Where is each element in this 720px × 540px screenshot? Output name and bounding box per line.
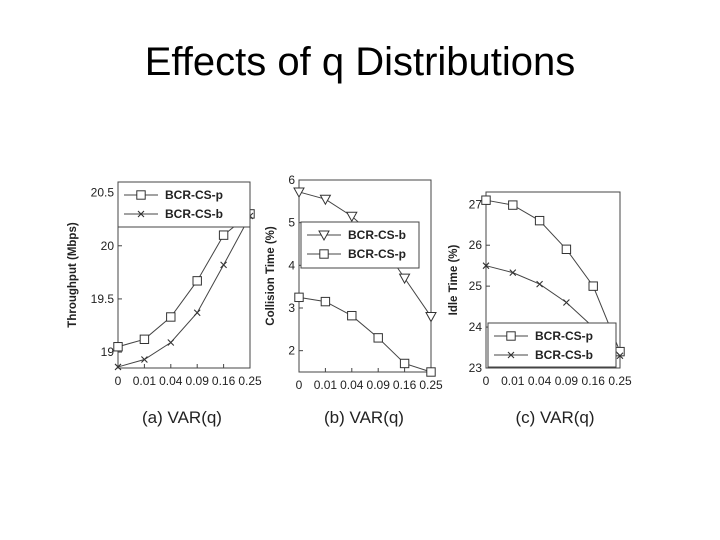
y-tick-label: 6	[288, 173, 295, 187]
y-tick-label: 4	[288, 258, 295, 272]
y-tick-label: 25	[469, 279, 483, 293]
data-point	[481, 195, 491, 205]
data-point	[345, 211, 358, 223]
legend-entry: BCR-CS-b	[348, 228, 406, 242]
x-tick-label: 0.16	[582, 374, 606, 388]
legend-marker	[136, 190, 146, 200]
data-point	[193, 309, 201, 317]
legend-box	[300, 221, 420, 269]
y-tick-label: 3	[288, 301, 295, 315]
data-point	[373, 333, 383, 343]
x-tick-label: 0.09	[367, 378, 391, 392]
data-point	[426, 367, 436, 377]
y-tick-label: 23	[469, 361, 483, 375]
legend-entry: BCR-CS-b	[535, 348, 593, 362]
x-tick-label: 0.25	[238, 374, 262, 388]
data-point	[167, 339, 175, 346]
y-tick-label: 19	[101, 345, 115, 359]
y-axis-label: Collision Time (%)	[265, 226, 277, 326]
data-point	[141, 356, 148, 363]
data-point	[220, 261, 227, 269]
data-point	[588, 281, 598, 291]
legend-entry: BCR-CS-b	[165, 207, 223, 221]
x-tick-label: 0.04	[159, 374, 183, 388]
data-point	[508, 200, 518, 210]
x-axis-label: (c) VAR(q)	[515, 408, 594, 427]
data-point	[398, 273, 411, 285]
x-tick-label: 0.25	[419, 378, 443, 392]
x-tick-label: 0.16	[212, 374, 236, 388]
plot-frame	[298, 179, 432, 373]
x-tick-label: 0.04	[340, 378, 364, 392]
data-point	[293, 187, 305, 198]
data-point	[563, 299, 570, 306]
x-tick-label: 0	[483, 374, 490, 388]
legend-box	[487, 322, 617, 368]
y-tick-label: 2	[288, 344, 295, 358]
series-line-bcr-cs-p	[117, 213, 251, 348]
data-point	[536, 280, 543, 288]
data-point	[294, 292, 304, 303]
y-axis-label: Idle Time (%)	[448, 244, 460, 315]
y-tick-label: 19.5	[91, 292, 115, 306]
plot-frame	[485, 191, 621, 369]
data-point	[561, 244, 572, 255]
data-point	[218, 230, 229, 240]
data-point	[113, 342, 123, 352]
data-point	[399, 358, 410, 369]
legend-entry: BCR-CS-p	[348, 247, 406, 261]
legend-box	[117, 181, 251, 228]
x-tick-label: 0.01	[314, 378, 338, 392]
legend-marker	[137, 210, 145, 218]
x-tick-label: 0.09	[555, 374, 579, 388]
data-point	[192, 276, 202, 286]
data-point	[114, 363, 122, 371]
legend-marker	[507, 351, 515, 359]
legend-marker	[319, 249, 329, 259]
data-point	[482, 262, 490, 270]
data-point	[425, 312, 437, 323]
legend-entry: BCR-CS-p	[165, 188, 223, 202]
x-tick-label: 0.09	[186, 374, 210, 388]
x-tick-label: 0.16	[393, 378, 417, 392]
x-tick-label: 0.04	[528, 374, 552, 388]
data-point	[509, 269, 517, 277]
legend-marker	[318, 230, 330, 242]
data-point	[615, 346, 625, 357]
data-point	[319, 194, 332, 206]
y-axis-label: Throughput (Mbps)	[67, 222, 79, 328]
data-point	[166, 312, 176, 322]
y-tick-label: 24	[469, 320, 483, 334]
x-axis-label: (b) VAR(q)	[324, 408, 404, 427]
series-line-bcr-cs-b	[117, 215, 251, 368]
data-point	[534, 215, 545, 226]
chart-panel-c: 23 24 25 26 27 0 0.01 0.04 0.09 0.16 0.25 Idle Time…	[448, 191, 632, 427]
data-point	[320, 296, 331, 307]
x-tick-label: 0	[296, 378, 303, 392]
legend-entry: BCR-CS-p	[535, 329, 593, 343]
y-tick-label: 26	[469, 238, 483, 252]
data-point	[139, 334, 150, 345]
y-tick-label: 20.5	[91, 186, 115, 200]
data-point	[347, 310, 357, 321]
legend-marker	[506, 331, 516, 341]
chart-panel-b: 2 3 4 5 6 0 0.01 0.04 0.09 0.16 0.25 Collision Time…	[265, 173, 443, 427]
x-tick-label: 0.01	[501, 374, 525, 388]
y-tick-label: 20	[101, 239, 115, 253]
x-tick-label: 0.25	[608, 374, 632, 388]
y-tick-label: 27	[469, 197, 483, 211]
x-tick-label: 0	[115, 374, 122, 388]
x-tick-label: 0.01	[133, 374, 157, 388]
x-axis-label: (a) VAR(q)	[142, 408, 222, 427]
data-point	[616, 352, 624, 360]
chart-panel-a: 19 19.5 20 20.5 0 0.01 0.04 0.09 0.16 0.25 Through…	[67, 181, 262, 427]
page-title: Effects of q Distributions	[144, 40, 576, 84]
y-tick-label: 5	[288, 216, 295, 230]
series-line-bcr-cs-p	[298, 296, 432, 373]
